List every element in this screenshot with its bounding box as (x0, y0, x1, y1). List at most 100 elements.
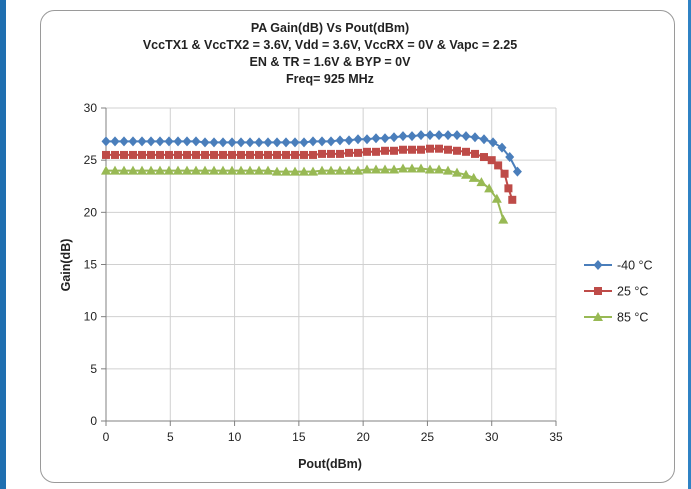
series-2-point-8 (173, 165, 183, 175)
series-1-point-9 (183, 150, 191, 159)
series-0-point-32 (389, 132, 399, 143)
series-1-point-2 (120, 150, 128, 159)
axes (101, 107, 557, 426)
series-2-point-30 (371, 164, 381, 174)
series-2-point-26 (335, 165, 345, 175)
series-1-point-5 (147, 150, 155, 159)
legend-entry-0: -40 °C (584, 259, 653, 273)
series-1-point-13 (219, 150, 227, 159)
series-1-point-28 (354, 148, 362, 157)
x-tick-label-0: 0 (103, 430, 110, 444)
series-1-point-31 (381, 146, 389, 155)
series-0-point-16 (245, 137, 255, 148)
legend-entry-1: 25 °C (584, 285, 648, 299)
series-0-point-2 (119, 136, 129, 147)
series-0-point-39 (452, 130, 462, 141)
series-1-point-26 (336, 149, 344, 158)
series-0-point-43 (488, 137, 498, 148)
series-2-point-17 (254, 165, 264, 175)
series-2-point-23 (308, 166, 318, 176)
left-accent-bar (0, 0, 6, 489)
legend-label-2: 85 °C (617, 311, 648, 325)
series-2-point-45 (498, 214, 509, 224)
series-2-point-38 (443, 165, 453, 175)
x-tick-label-3: 15 (292, 430, 306, 444)
series-1-point-32 (390, 146, 398, 155)
series-2-point-44 (491, 193, 502, 203)
series-0-point-15 (236, 137, 246, 148)
series-0-point-6 (155, 136, 165, 147)
series-0-point-22 (299, 137, 309, 148)
series-0-point-13 (218, 137, 228, 148)
legend-label-0: -40 °C (617, 259, 653, 273)
series-2-point-15 (236, 165, 246, 175)
series-0-point-42 (479, 134, 489, 145)
series-0-point-24 (317, 136, 327, 147)
series-1-point-17 (255, 150, 263, 159)
series-1-point-3 (129, 150, 137, 159)
legend: -40 °C 25 °C 85 °C (584, 259, 653, 325)
series-1-point-14 (228, 150, 236, 159)
series-0-point-45 (505, 152, 515, 163)
series-0-point-5 (146, 136, 156, 147)
y-tick-label-2: 10 (84, 310, 98, 324)
series-2-point-16 (245, 165, 255, 175)
legend-marker-0 (593, 260, 603, 270)
series-2-point-28 (353, 165, 363, 175)
series-0-point-35 (416, 130, 426, 141)
series-0-point-0 (101, 136, 111, 147)
series-1-point-45 (500, 169, 509, 178)
series-0-point-8 (173, 136, 183, 147)
chart-title-line-4: Freq= 925 MHz (286, 72, 374, 86)
series-2-point-33 (398, 163, 408, 173)
series-2-point-29 (362, 164, 372, 174)
tick-labels: 0 5 10 15 20 25 30 35 0 5 10 15 20 25 30 (84, 101, 563, 444)
series-0-point-14 (227, 137, 237, 148)
gridlines (106, 107, 557, 421)
series-1-point-23 (309, 150, 317, 159)
y-axis-label: Gain(dB) (59, 239, 73, 292)
series-0-point-11 (200, 137, 210, 148)
series-2-point-42 (476, 177, 487, 187)
series-1-point-12 (210, 150, 218, 159)
series-2-line (106, 167, 505, 220)
series-0-point-1 (110, 136, 120, 147)
series-0-point-18 (263, 137, 273, 148)
series-1-point-0 (102, 150, 110, 159)
series-0-point-26 (335, 135, 345, 146)
series-2-point-39 (452, 167, 462, 177)
series-0-point-33 (398, 131, 408, 142)
series-0-point-23 (308, 136, 318, 147)
series-2-point-5 (146, 165, 156, 175)
chart-area-border (40, 10, 675, 483)
x-axis-label: Pout(dBm) (298, 457, 362, 471)
series-1-point-6 (156, 150, 164, 159)
y-tick-label-0: 0 (90, 414, 97, 428)
series-1-point-47 (508, 195, 517, 204)
legend-label-1: 25 °C (617, 285, 648, 299)
x-tick-label-1: 5 (167, 430, 174, 444)
series-2-point-41 (468, 172, 479, 182)
series-0-point-29 (362, 134, 372, 145)
x-tick-label-4: 20 (356, 430, 370, 444)
series-1-point-37 (435, 144, 443, 153)
y-tick-label-6: 30 (84, 101, 98, 115)
series-1-point-24 (318, 149, 326, 158)
series-0-point-37 (434, 130, 444, 141)
series-2-point-34 (407, 163, 417, 173)
series-0-point-7 (164, 136, 174, 147)
series-1-point-43 (487, 156, 496, 165)
series-2-point-32 (389, 164, 399, 174)
series-1-point-1 (111, 150, 119, 159)
series-2-point-11 (200, 165, 210, 175)
chart-title-line-3: EN & TR = 1.6V & BYP = 0V (250, 55, 412, 69)
series-2-point-2 (119, 165, 129, 175)
series-1-point-39 (453, 146, 461, 155)
series-1-point-29 (363, 147, 371, 156)
series-2-point-40 (461, 169, 471, 179)
series-2-point-0 (101, 165, 111, 175)
series-1-point-18 (264, 150, 272, 159)
x-tick-label-5: 25 (421, 430, 435, 444)
